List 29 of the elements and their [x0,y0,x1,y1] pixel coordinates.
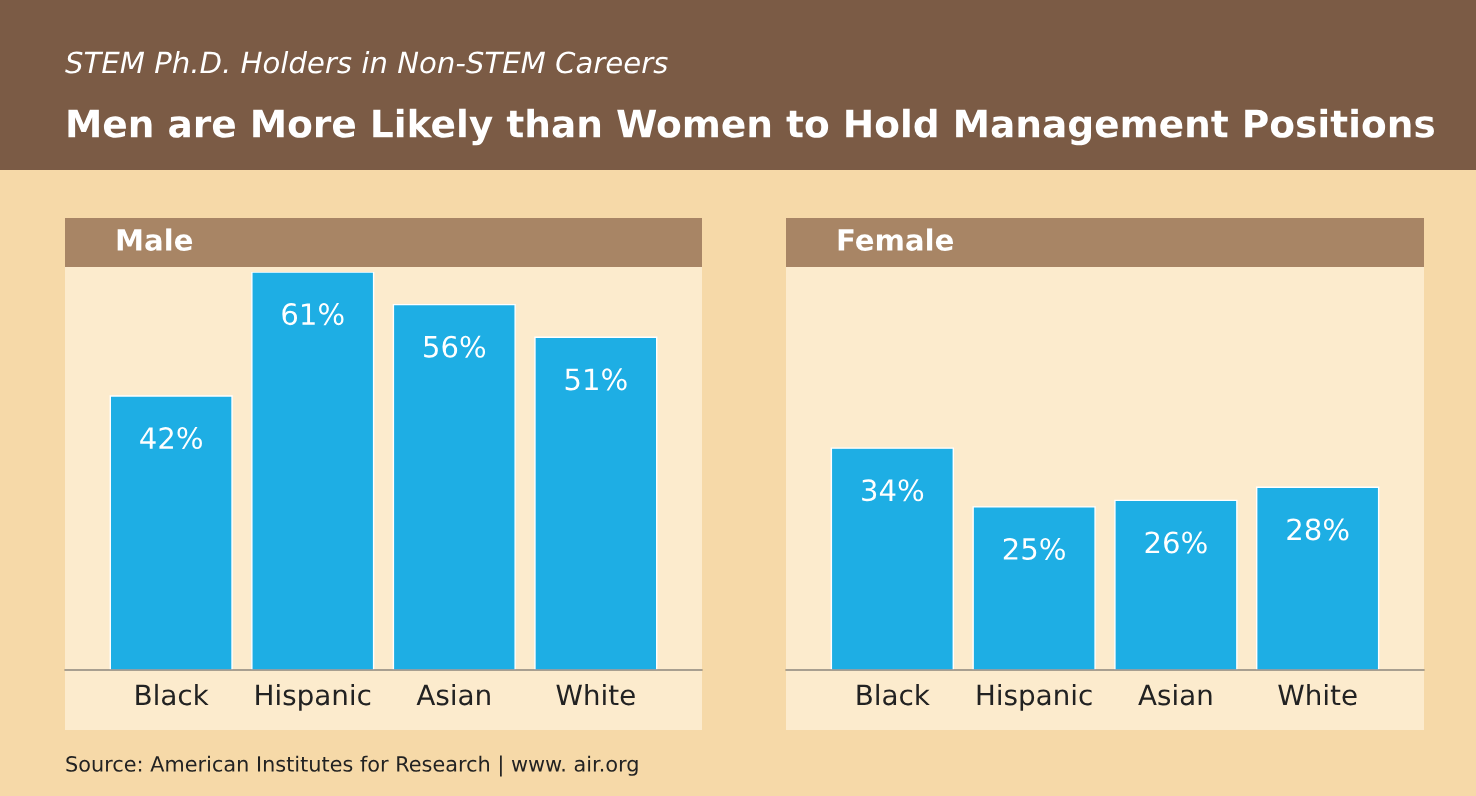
data-label: 34% [862,479,924,502]
x-tick-label: White [1278,683,1357,706]
x-tick-label: Black [857,683,930,706]
source-note: Source: American Institutes for Research | www. air.org [66,755,638,777]
bar [830,447,954,670]
bar [392,303,516,670]
x-tick-label: Hispanic [977,683,1092,711]
bar [972,506,1096,670]
text: Men are More Likely than Women to Hold Management Positions [68,108,1434,146]
text: STEM Ph.D. Holders in Non-STEM Careers [65,50,668,74]
bar [251,272,375,670]
chart-title: Female [838,228,953,251]
data-label: 26% [1145,531,1207,554]
x-tick-label: Asian [1138,683,1212,706]
x-tick-label: Black [136,683,209,706]
x-tick-label: Hispanic [256,683,371,711]
bar [1114,499,1238,670]
data-label: 61% [282,303,344,326]
data-label: 56% [424,335,486,358]
x-tick-label: Asian [416,683,490,706]
bar [1256,486,1380,670]
x-tick-label: White [556,683,635,706]
bar [534,336,658,670]
data-label: 28% [1287,518,1349,541]
data-label: 51% [565,368,627,391]
bar [109,395,233,670]
chart-title: Male [117,228,193,251]
data-label: 42% [140,427,202,450]
data-label: 25% [1003,537,1065,561]
